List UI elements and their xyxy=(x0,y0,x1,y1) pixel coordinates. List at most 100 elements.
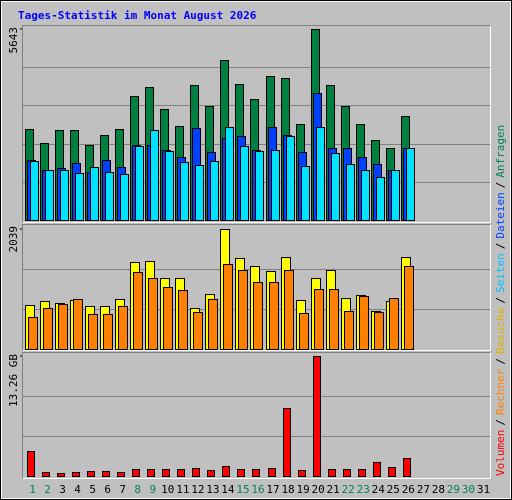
x-tick-label: 6 xyxy=(104,483,111,496)
bar xyxy=(374,311,384,350)
bar xyxy=(193,311,203,350)
bar xyxy=(180,162,189,221)
x-tick-label: 31 xyxy=(477,483,490,496)
bar xyxy=(286,136,295,222)
bar xyxy=(90,166,99,221)
bar xyxy=(210,161,219,222)
bar xyxy=(237,469,245,478)
bar xyxy=(222,465,230,477)
bar xyxy=(42,472,50,477)
bar xyxy=(133,272,143,350)
x-tick-label: 12 xyxy=(191,483,204,496)
x-tick-label: 7 xyxy=(119,483,126,496)
legend-entry: Volumen xyxy=(494,430,507,476)
bar xyxy=(268,468,276,477)
panel xyxy=(22,352,491,479)
bar xyxy=(389,298,399,351)
bar xyxy=(358,469,366,478)
x-tick-label: 25 xyxy=(387,483,400,496)
bar xyxy=(283,408,291,477)
bar xyxy=(313,356,321,477)
x-tick-label: 27 xyxy=(417,483,430,496)
chart-title: Tages-Statistik im Monat August 2026 xyxy=(18,9,257,22)
x-tick-label: 2 xyxy=(44,483,51,496)
bar xyxy=(403,457,411,477)
y-tick-label: 2039 xyxy=(7,226,20,253)
bar xyxy=(225,127,234,221)
bar xyxy=(178,290,188,350)
bar xyxy=(147,469,155,478)
bar xyxy=(87,471,95,477)
bar xyxy=(240,146,249,221)
x-tick-label: 9 xyxy=(149,483,156,496)
bar xyxy=(45,170,54,221)
bar xyxy=(60,170,69,221)
x-tick-label: 1 xyxy=(29,483,36,496)
bar xyxy=(359,296,369,351)
bar xyxy=(163,287,173,350)
bar xyxy=(177,469,185,478)
bar xyxy=(195,164,204,222)
bar xyxy=(253,282,263,351)
x-tick-label: 4 xyxy=(74,483,81,496)
bar xyxy=(132,469,140,478)
legend: Volumen / Rechner / Besuche / Seiten / Dateien / A… xyxy=(494,125,507,476)
bar xyxy=(361,170,370,221)
bar xyxy=(75,173,84,221)
x-tick-label: 18 xyxy=(281,483,294,496)
bar xyxy=(314,289,324,350)
legend-separator: / xyxy=(494,297,507,304)
bar xyxy=(376,177,385,221)
bar xyxy=(406,148,415,221)
bar xyxy=(255,151,264,221)
legend-entry: Seiten xyxy=(494,253,507,293)
bar xyxy=(27,451,35,477)
bar xyxy=(88,313,98,351)
x-tick-label: 24 xyxy=(372,483,386,496)
x-tick-label: 17 xyxy=(266,483,279,496)
bar xyxy=(165,151,174,221)
x-tick-label: 22 xyxy=(342,483,355,496)
x-tick-label: 8 xyxy=(134,483,141,496)
bar xyxy=(301,166,310,221)
bar xyxy=(117,472,125,477)
bar xyxy=(346,164,355,222)
bar xyxy=(103,313,113,351)
x-tick-label: 28 xyxy=(432,483,445,496)
bar xyxy=(388,467,396,477)
x-tick-label: 29 xyxy=(447,483,460,496)
x-tick-label: 30 xyxy=(462,483,475,496)
bar xyxy=(58,303,68,351)
x-tick-label: 15 xyxy=(236,483,249,496)
bar xyxy=(238,270,248,350)
x-tick-label: 26 xyxy=(402,483,415,496)
bar xyxy=(391,170,400,221)
bar xyxy=(269,282,279,351)
legend-entry: Anfragen xyxy=(494,125,507,178)
x-tick-label: 13 xyxy=(206,483,219,496)
x-tick-label: 11 xyxy=(176,483,189,496)
bar xyxy=(192,468,200,477)
bar xyxy=(223,264,233,350)
y-tick-label: 13.26 GB xyxy=(7,354,20,407)
bar xyxy=(150,130,159,222)
x-tick-label: 14 xyxy=(221,483,235,496)
bar xyxy=(135,146,144,221)
bar xyxy=(207,470,215,478)
legend-entry: Dateien xyxy=(494,192,507,238)
bar xyxy=(120,174,129,222)
bar xyxy=(404,266,414,351)
bar xyxy=(102,471,110,477)
legend-entry: Besuche xyxy=(494,308,507,354)
x-tick-label: 10 xyxy=(161,483,174,496)
bar xyxy=(30,161,39,222)
y-tick-label: 5643 xyxy=(7,27,20,54)
bar xyxy=(316,127,325,221)
bar xyxy=(105,172,114,221)
bar xyxy=(73,298,83,350)
bar xyxy=(72,472,80,477)
x-tick-label: 16 xyxy=(251,483,264,496)
legend-separator: / xyxy=(494,182,507,189)
